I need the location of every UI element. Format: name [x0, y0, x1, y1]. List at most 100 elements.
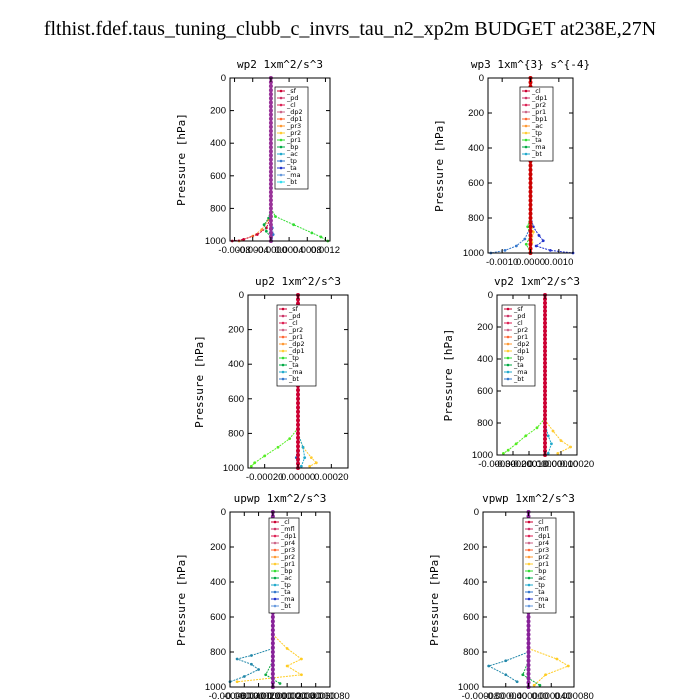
x-tick-label: 0.000040	[531, 691, 571, 700]
series-point	[504, 673, 508, 677]
series-point	[543, 345, 547, 349]
series-point	[270, 676, 275, 681]
legend-marker	[506, 307, 510, 311]
y-tick-label: 600	[463, 612, 479, 623]
x-tick-label: 0.000000	[509, 691, 549, 700]
series-point	[543, 401, 547, 405]
legend-label: _cl	[513, 319, 523, 327]
series-line	[522, 660, 541, 686]
legend-label: _dp1	[534, 532, 551, 540]
legend-label: _ta	[513, 361, 524, 369]
series-point	[268, 96, 273, 101]
legend-marker	[506, 342, 510, 346]
series-point	[548, 248, 552, 252]
legend-label: _bt	[280, 602, 291, 610]
legend-label: _bt	[531, 150, 542, 158]
series-point	[543, 349, 547, 353]
series-point	[543, 353, 547, 357]
series-point	[543, 373, 547, 377]
series-point	[526, 654, 531, 659]
legend-label: _ta	[531, 136, 542, 144]
y-tick-label: 200	[477, 322, 493, 333]
legend-label: _pr4	[280, 539, 295, 547]
series-point	[531, 230, 535, 234]
series-point	[301, 445, 305, 449]
legend-marker	[524, 103, 528, 107]
y-axis-label: Pressure [hPa]	[175, 113, 188, 206]
legend-marker	[279, 159, 283, 163]
legend-marker	[527, 534, 531, 538]
legend-marker	[273, 590, 277, 594]
legend-label: _pr1	[280, 560, 295, 568]
series-point	[543, 337, 547, 341]
y-tick-label: 400	[463, 577, 479, 588]
y-tick-label: 1000	[205, 236, 226, 247]
x-tick-label: -0.0004	[237, 245, 269, 256]
legend-marker	[506, 370, 510, 374]
legend-marker	[506, 328, 510, 332]
y-axis-label: Pressure [hPa]	[193, 335, 206, 428]
legend-label: _pr1	[531, 108, 546, 116]
series-point	[268, 80, 273, 85]
series-point	[551, 429, 555, 433]
series-point	[569, 445, 572, 449]
y-tick-label: 0	[479, 73, 484, 84]
legend-label: _ac	[534, 574, 546, 582]
legend-label: _pr2	[286, 129, 301, 137]
series-point	[296, 461, 300, 466]
legend-marker	[281, 314, 285, 318]
series-point	[296, 453, 300, 458]
legend-label: _ma	[513, 368, 528, 376]
legend-label: _tp	[280, 581, 291, 589]
plot-frame	[229, 511, 331, 688]
legend-label: _ma	[534, 595, 549, 603]
legend-label: _cl	[280, 518, 290, 526]
series-point	[526, 632, 531, 637]
series-point	[543, 321, 547, 325]
series-point	[268, 112, 273, 117]
legend-marker	[281, 363, 285, 367]
x-tick-label: -0.00010	[510, 459, 548, 470]
series-point	[296, 301, 300, 306]
series-point	[292, 223, 296, 227]
y-tick-label: 400	[210, 138, 226, 149]
series-point	[543, 377, 547, 381]
y-tick-label: 600	[210, 171, 226, 182]
legend-marker	[524, 138, 528, 142]
y-axis-label: Pressure [hPa]	[442, 329, 455, 422]
legend-label: _tp	[513, 354, 524, 362]
y-tick-label: 0	[239, 290, 244, 301]
series-point	[270, 671, 275, 676]
series-point	[532, 683, 536, 687]
panel-wp3: wp3 1xm^{3} s^{-4} Pressure [hPa] 0 200 400 6…	[433, 58, 590, 268]
legend-marker	[524, 117, 528, 121]
series-point	[528, 233, 533, 238]
legend-label: _bp	[280, 567, 293, 575]
x-tick-label: -0.000080	[462, 691, 505, 700]
series-point	[526, 225, 530, 229]
series-point	[526, 658, 531, 663]
legend-box	[522, 517, 557, 614]
x-tick-label: 0.0008	[293, 245, 322, 256]
plot-frame	[229, 77, 331, 242]
x-tick-label: -0.000020	[237, 691, 280, 700]
series-point	[296, 409, 300, 414]
series-point	[543, 393, 547, 397]
series-point	[268, 153, 273, 158]
series-point	[268, 128, 273, 133]
legend-marker	[506, 377, 510, 381]
y-tick-label: 0	[221, 73, 226, 84]
series-point	[308, 464, 312, 468]
series-point	[528, 216, 533, 220]
series-point	[566, 664, 570, 668]
legend-marker	[506, 363, 510, 367]
y-tick-label: 1000	[205, 682, 226, 693]
series-point	[559, 439, 563, 442]
series-point	[528, 194, 533, 199]
series-point	[235, 680, 239, 684]
series-point	[543, 317, 547, 321]
series-point	[528, 246, 533, 251]
series-point	[270, 628, 275, 633]
x-tick-label: 0.000080	[554, 691, 594, 700]
